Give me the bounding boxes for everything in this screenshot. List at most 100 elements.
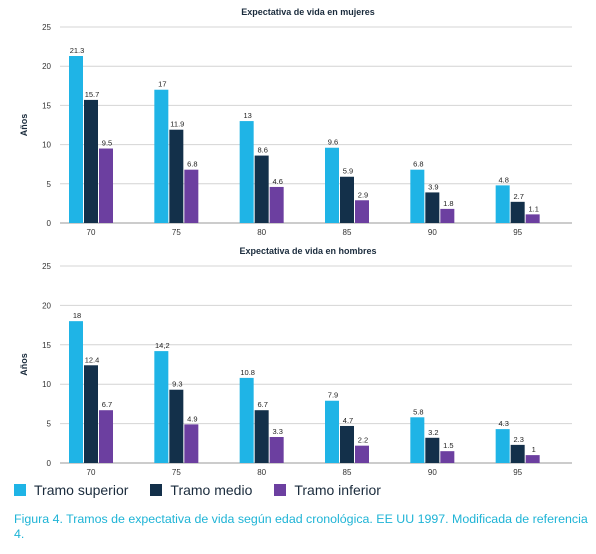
x-tick-label-0-4: 90	[428, 228, 437, 237]
data-label-0-5-2: 1.1	[528, 204, 538, 213]
legend-label-medio: Tramo medio	[170, 482, 253, 498]
data-label-0-2-0: 13	[243, 111, 251, 120]
bar-0-5-0	[495, 185, 510, 223]
y-tick-label-1-2: 10	[42, 380, 51, 389]
data-label-1-4-0: 5.8	[413, 407, 423, 416]
data-label-1-2-2: 3.3	[272, 427, 282, 436]
x-tick-label-1-1: 75	[172, 468, 181, 477]
data-label-0-0-2: 9.5	[102, 139, 112, 148]
legend-item-superior: Tramo superior	[14, 482, 128, 498]
y-tick-label-1-4: 20	[42, 301, 51, 310]
data-label-1-0-0: 18	[73, 311, 81, 320]
x-tick-label-1-5: 95	[513, 468, 522, 477]
bar-0-1-1	[169, 129, 184, 223]
data-label-0-2-1: 8.6	[257, 146, 267, 155]
bar-0-4-0	[410, 169, 425, 223]
charts-canvas: Expectativa de vida en mujeresAños051015…	[19, 7, 572, 477]
data-label-1-0-1: 12.4	[85, 355, 100, 364]
data-label-0-4-0: 6.8	[413, 160, 423, 169]
bar-0-4-2	[440, 208, 455, 223]
x-tick-label-0-1: 75	[172, 228, 181, 237]
bar-0-1-2	[184, 169, 199, 223]
data-label-0-5-1: 2.7	[513, 192, 523, 201]
bar-1-3-2	[355, 445, 369, 463]
bar-0-5-2	[525, 214, 540, 223]
y-tick-label-0-3: 15	[42, 101, 51, 110]
bar-0-2-2	[269, 186, 284, 223]
data-label-1-1-2: 4.9	[187, 414, 197, 423]
chart-title-1: Expectativa de vida en hombres	[239, 246, 376, 256]
bar-1-1-2	[184, 424, 199, 463]
data-label-0-0-1: 15.7	[85, 90, 100, 99]
bar-1-0-2	[99, 410, 113, 463]
data-label-0-1-0: 17	[158, 80, 166, 89]
y-tick-label-0-4: 20	[42, 62, 51, 71]
y-axis-label-1: Años	[19, 353, 29, 376]
data-label-0-5-0: 4.8	[498, 175, 508, 184]
bar-1-0-1	[84, 365, 98, 463]
data-label-1-3-1: 4.7	[343, 416, 353, 425]
bar-1-3-0	[325, 400, 339, 463]
x-tick-label-0-3: 85	[343, 228, 352, 237]
bar-0-0-0	[69, 56, 83, 224]
legend-swatch-inferior	[274, 484, 287, 496]
data-label-1-1-0: 14,2	[155, 341, 170, 350]
bar-1-5-2	[525, 455, 540, 463]
data-label-1-3-0: 7.9	[328, 391, 338, 400]
data-label-0-1-1: 11.9	[170, 120, 184, 129]
y-tick-label-0-0: 0	[47, 219, 52, 228]
legend-label-inferior: Tramo inferior	[294, 482, 381, 498]
bar-1-2-2	[269, 436, 284, 463]
bar-1-4-0	[410, 417, 425, 463]
x-tick-label-1-4: 90	[428, 468, 437, 477]
data-label-1-0-2: 6.7	[102, 400, 112, 409]
data-label-0-4-2: 1.8	[443, 199, 453, 208]
x-tick-label-0-2: 80	[257, 228, 266, 237]
data-label-0-3-1: 5.9	[343, 167, 353, 176]
x-tick-label-0-0: 70	[87, 228, 96, 237]
data-label-0-3-2: 2.9	[358, 190, 368, 199]
bar-1-2-1	[254, 410, 269, 463]
y-tick-label-1-0: 0	[47, 459, 52, 468]
bar-0-3-1	[340, 176, 354, 223]
legend-swatch-superior	[14, 484, 26, 496]
bar-1-4-1	[425, 437, 440, 463]
y-axis-label-0: Años	[19, 114, 29, 137]
y-tick-label-0-2: 10	[42, 141, 51, 150]
data-label-0-2-2: 4.6	[272, 177, 282, 186]
bar-1-2-0	[239, 377, 254, 463]
data-label-0-0-0: 21.3	[70, 46, 85, 55]
data-label-1-5-1: 2.3	[513, 435, 523, 444]
bar-1-0-0	[69, 321, 83, 463]
bar-1-4-2	[440, 451, 455, 463]
chart-title-0: Expectativa de vida en mujeres	[241, 7, 375, 17]
data-label-1-2-1: 6.7	[257, 400, 267, 409]
bar-1-1-1	[169, 389, 184, 463]
bar-0-2-1	[254, 155, 269, 223]
data-label-0-3-0: 9.6	[328, 138, 338, 147]
bar-1-5-0	[495, 429, 510, 463]
figure-caption: Figura 4. Tramos de expectativa de vida …	[14, 512, 588, 541]
y-tick-label-1-3: 15	[42, 341, 51, 350]
data-label-1-1-1: 9.3	[172, 380, 182, 389]
data-label-1-5-2: 1	[532, 445, 536, 454]
data-label-0-1-2: 6.8	[187, 160, 197, 169]
bar-0-5-1	[510, 201, 525, 223]
bar-0-3-2	[355, 200, 369, 223]
data-label-1-4-1: 3.2	[428, 428, 438, 437]
bar-0-2-0	[239, 121, 254, 223]
bar-0-0-1	[84, 99, 98, 223]
data-label-1-4-2: 1.5	[443, 441, 453, 450]
x-tick-label-0-5: 95	[513, 228, 522, 237]
y-tick-label-0-1: 5	[47, 180, 52, 189]
bar-0-4-1	[425, 192, 440, 223]
legend-swatch-medio	[150, 484, 163, 496]
y-tick-label-1-5: 25	[42, 262, 51, 271]
bar-0-0-2	[99, 148, 113, 223]
legend-item-medio: Tramo medio	[150, 482, 252, 498]
bar-1-5-1	[510, 444, 525, 463]
data-label-1-2-0: 10.8	[240, 368, 255, 377]
legend: Tramo superior Tramo medio Tramo inferio…	[14, 482, 403, 498]
bar-0-1-0	[154, 89, 169, 223]
legend-label-superior: Tramo superior	[34, 482, 129, 498]
